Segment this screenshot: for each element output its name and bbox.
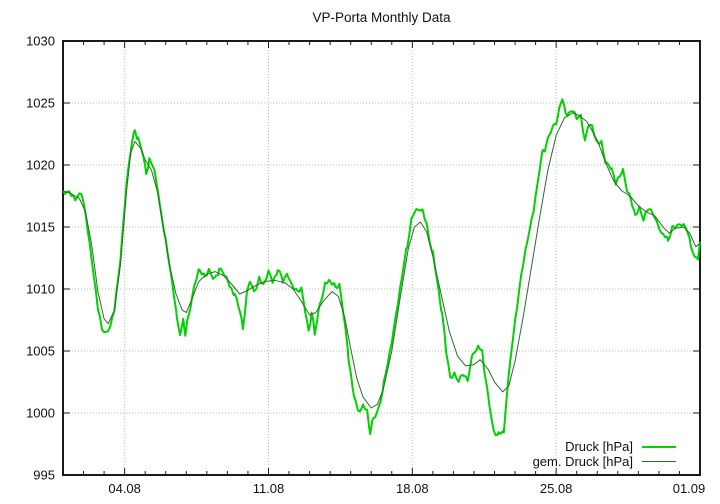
y-tick-label: 1025 [26,96,55,111]
x-tick-label: 04.08 [108,481,141,496]
legend-line-sample-druck [642,445,676,448]
plot-frame [62,40,701,476]
x-tick-label: 25.08 [540,481,573,496]
x-tick-label: 01.09 [673,481,706,496]
y-tick-label: 1020 [26,158,55,173]
y-tick-label: 1015 [26,220,55,235]
y-tick-label: 1000 [26,406,55,421]
x-tick-label: 18.08 [396,481,429,496]
legend-item-druck: Druck [hPa] [533,438,676,455]
x-tick-label: 11.08 [253,481,285,496]
series-line-gem-druck [62,112,701,409]
y-tick-label: 1010 [26,282,55,297]
legend-label-gem-druck: gem. Druck [hPa] [532,454,633,470]
legend-label-druck: Druck [hPa] [565,439,633,455]
legend-line-sample-gem-druck [642,461,676,463]
chart-title: VP-Porta Monthly Data [312,10,451,25]
legend: Druck [hPa] gem. Druck [hPa] [532,438,676,470]
y-tick-label: 1005 [26,344,55,359]
series-line-druck [62,98,701,436]
y-tick-label: 995 [33,468,55,483]
legend-item-gem-druck: gem. Druck [hPa] [532,453,676,470]
y-tick-label: 1030 [26,34,55,49]
